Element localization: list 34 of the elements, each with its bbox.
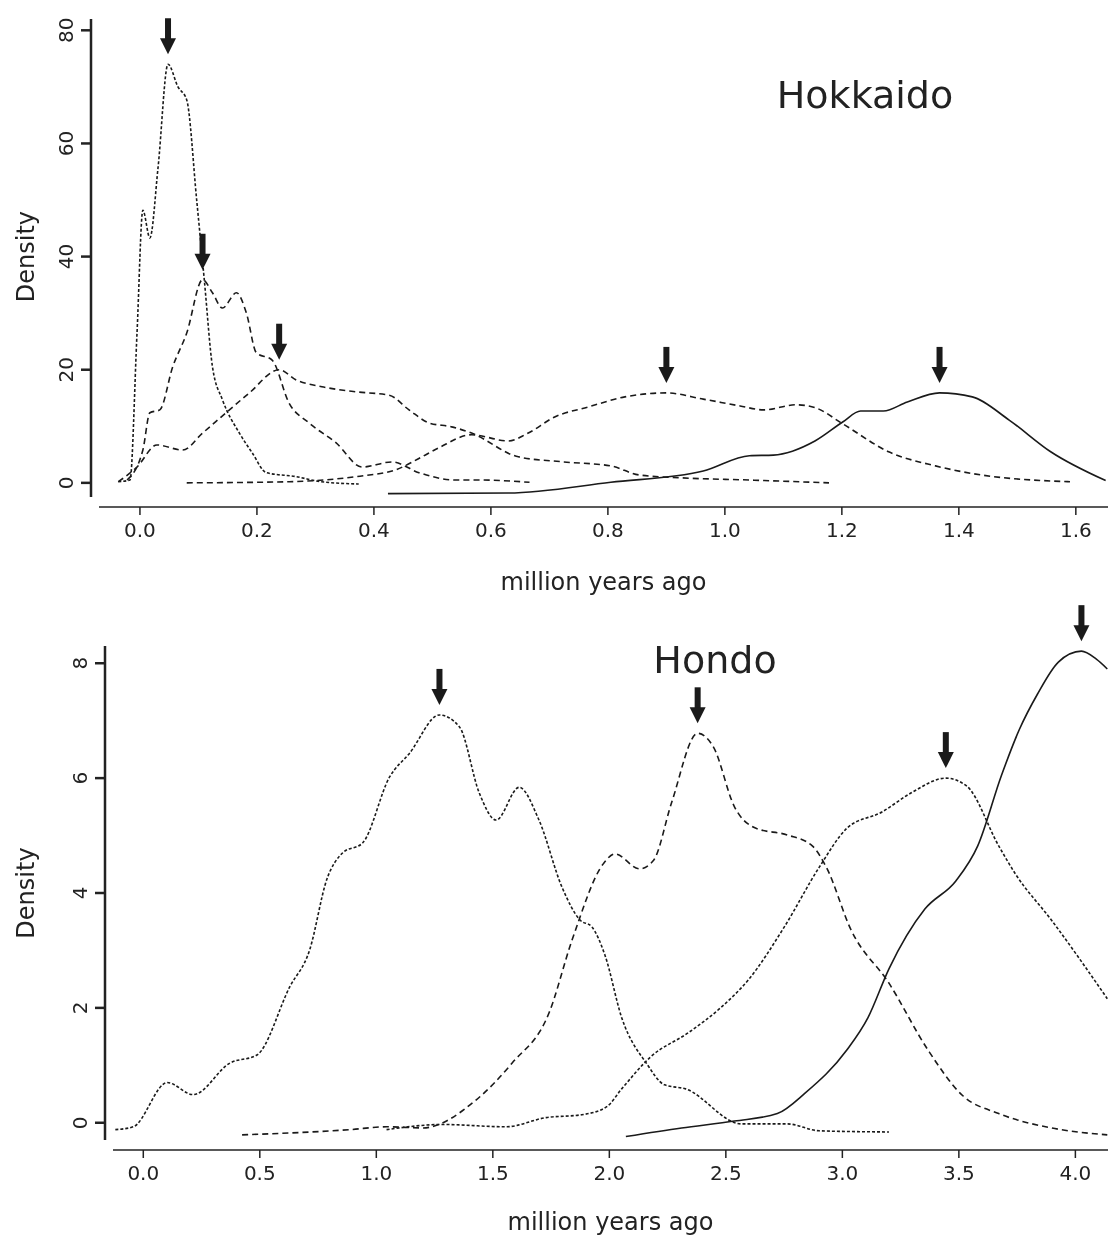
x-tick-label: 0.0	[127, 1161, 160, 1185]
x-tick-label: 3.0	[826, 1161, 859, 1185]
y-axis-title: Density	[12, 847, 40, 939]
x-tick-label: 2.5	[709, 1161, 742, 1185]
y-tick-label: 0	[68, 1116, 92, 1130]
y-tick-label: 8	[68, 656, 92, 670]
y-tick-label: 40	[54, 243, 78, 270]
y-tick-label: 20	[54, 357, 78, 383]
x-tick-label: 2.0	[593, 1161, 626, 1185]
y-axis-title: Density	[12, 210, 40, 303]
x-tick-label: 0.4	[358, 518, 390, 542]
x-tick-label: 0.5	[243, 1161, 276, 1185]
x-tick-label: 1.0	[708, 518, 741, 542]
y-tick-label: 80	[54, 17, 78, 44]
x-tick-label: 0.6	[475, 518, 507, 542]
x-tick-label: 4.0	[1059, 1161, 1092, 1185]
x-tick-label: 0.0	[124, 518, 156, 542]
x-tick-label: 1.4	[942, 518, 975, 542]
x-tick-label: 1.0	[360, 1161, 393, 1185]
y-tick-label: 60	[54, 130, 78, 157]
x-tick-label: 3.5	[942, 1161, 975, 1185]
x-tick-label: 1.5	[476, 1161, 509, 1185]
chart-title: Hondo	[653, 638, 777, 682]
y-tick-label: 2	[68, 1001, 92, 1015]
x-tick-label: 0.8	[591, 518, 624, 542]
x-tick-label: 1.2	[825, 518, 858, 542]
x-tick-label: 0.2	[241, 518, 273, 542]
x-tick-label: 1.6	[1059, 518, 1092, 542]
y-tick-label: 6	[68, 771, 92, 785]
x-axis-title: million years ago	[507, 1208, 714, 1236]
x-axis-title: million years ago	[500, 568, 707, 596]
y-tick-label: 0	[54, 476, 78, 490]
text: Hokkaido	[776, 73, 954, 117]
y-tick-label: 4	[68, 886, 92, 900]
